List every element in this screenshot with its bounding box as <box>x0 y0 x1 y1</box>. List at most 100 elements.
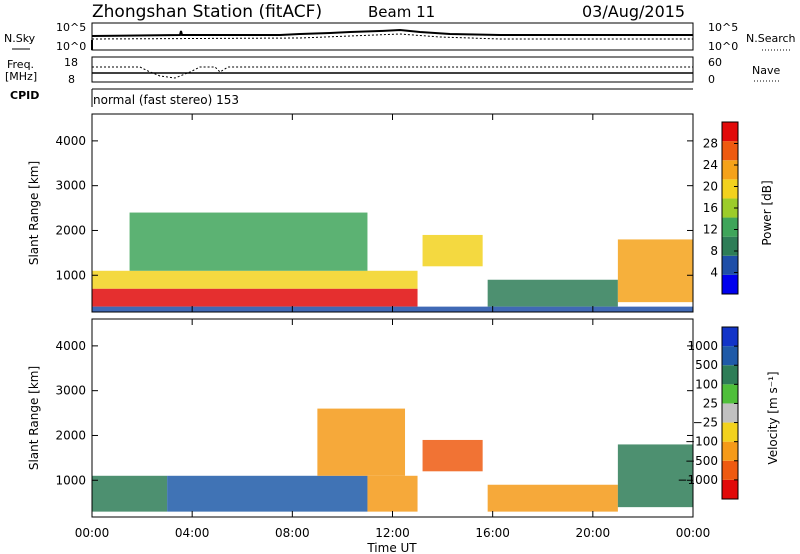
velocity-region <box>167 475 368 512</box>
nsearch-trace <box>91 33 693 40</box>
power-colorbar-tick-label: 28 <box>703 137 718 151</box>
power-ylabel: Slant Range [km] <box>27 161 41 265</box>
power-colorbar-label: Power [dB] <box>760 180 774 245</box>
velocity-colorbar-tick-label: 500 <box>695 358 718 372</box>
velocity-colorbar-tick-label: 25 <box>703 396 718 410</box>
nsky-label: N.Sky <box>4 32 36 45</box>
power-colorbar-swatch <box>722 217 738 237</box>
power-colorbar-tick-label: 16 <box>703 201 718 215</box>
date-label: 03/Aug/2015 <box>582 2 685 21</box>
power-colorbar-swatch <box>722 255 738 275</box>
velocity-colorbar-label: Velocity [m s⁻¹] <box>766 371 780 464</box>
power-colorbar-tick-label: 12 <box>703 223 718 237</box>
velocity-colorbar-swatch <box>722 422 738 442</box>
nave-tick-bottom: 0 <box>708 73 715 86</box>
power-colorbar-tick-label: 8 <box>710 244 718 258</box>
power-colorbar-swatch <box>722 122 738 142</box>
cpid-label: CPID <box>10 89 39 102</box>
velocity-colorbar-swatch <box>722 327 738 347</box>
station-title: Zhongshan Station (fitACF) <box>92 2 322 22</box>
time-tick-label: 20:00 <box>576 526 611 540</box>
velocity-y-tick-label: 4000 <box>55 339 86 353</box>
nave-label: Nave <box>752 64 780 77</box>
velocity-region <box>92 475 168 512</box>
power-region <box>422 234 483 267</box>
velocity-colorbar-tick-label: −500 <box>685 454 718 468</box>
power-data-cells <box>92 212 693 312</box>
power-region <box>617 239 693 303</box>
nsearch-tick-top: 10^5 <box>708 21 738 34</box>
freq-panel-frame <box>91 56 694 83</box>
power-colorbar-tick-label: 4 <box>710 266 718 280</box>
velocity-colorbar-swatch <box>722 479 738 499</box>
velocity-colorbar-tick-label: 100 <box>695 377 718 391</box>
power-region <box>129 212 368 271</box>
freq-label-line2: [MHz] <box>5 70 37 83</box>
velocity-colorbar-tick-label: 1000 <box>687 339 718 353</box>
power-y-ticks: 1000 2000 3000 4000 <box>55 134 693 282</box>
nsearch-label: N.Search <box>746 32 796 45</box>
time-tick-label: 16:00 <box>475 526 510 540</box>
power-region <box>487 279 618 307</box>
nsearch-tick-bottom: 10^0 <box>708 40 738 53</box>
nave-tick-top: 60 <box>708 56 722 69</box>
time-axis-label: Time UT <box>366 541 417 554</box>
power-colorbar-swatch <box>722 274 738 294</box>
nsky-trace <box>91 28 693 50</box>
velocity-region <box>317 408 406 476</box>
power-colorbar-tick-label: 20 <box>703 180 718 194</box>
power-y-tick-label: 4000 <box>55 134 86 148</box>
velocity-data-cells <box>92 408 693 512</box>
velocity-region <box>367 475 418 512</box>
power-y-tick-label: 2000 <box>55 223 86 237</box>
velocity-colorbar-frame <box>721 326 739 500</box>
time-tick-label: 00:00 <box>75 526 110 540</box>
velocity-colorbar-tick-label: −1000 <box>677 473 718 487</box>
velocity-panel: 1000 2000 3000 4000 Slant Range [km] 1000 50… <box>27 318 780 518</box>
velocity-region <box>422 439 483 472</box>
velocity-colorbar-swatch <box>722 403 738 423</box>
velocity-y-tick-label: 1000 <box>55 473 86 487</box>
velocity-colorbar-tick-label: −25 <box>693 416 718 430</box>
nsky-panel-frame <box>91 22 694 51</box>
power-colorbar: 28 24 20 16 12 8 4 <box>703 121 739 295</box>
velocity-colorbar-swatch <box>722 346 738 366</box>
velocity-colorbar-swatch <box>722 384 738 404</box>
cpid-mode-text: normal (fast stereo) 153 <box>93 93 239 107</box>
velocity-region <box>487 484 618 512</box>
power-colorbar-tick-label: 24 <box>703 158 718 172</box>
time-tick-label: 12:00 <box>375 526 410 540</box>
power-y-tick-label: 1000 <box>55 268 86 282</box>
velocity-colorbar-swatch <box>722 460 738 480</box>
power-region <box>92 270 418 289</box>
power-colorbar-swatch <box>722 198 738 218</box>
freq-tick-top: 18 <box>64 56 78 69</box>
velocity-colorbar-swatch <box>722 441 738 461</box>
power-colorbar-swatch <box>722 160 738 180</box>
velocity-colorbar-swatch <box>722 365 738 385</box>
velocity-colorbar-tick-label: −100 <box>685 435 718 449</box>
time-tick-label: 04:00 <box>175 526 210 540</box>
beam-label: Beam 11 <box>368 3 435 21</box>
power-panel: 1000 2000 3000 4000 Slant Range [km] 28 24 20… <box>27 113 774 313</box>
power-colorbar-swatch <box>722 141 738 161</box>
velocity-colorbar: 1000 500 100 25 −25 −100 −500 −1000 <box>677 326 739 500</box>
time-tick-label: 00:00 <box>676 526 711 540</box>
power-colorbar-swatch <box>722 179 738 199</box>
velocity-ylabel: Slant Range [km] <box>27 366 41 470</box>
power-y-tick-label: 3000 <box>55 179 86 193</box>
power-region <box>92 288 418 307</box>
freq-label-line1: Freq. <box>7 58 34 71</box>
time-x-ticks: 00:00 04:00 08:00 12:00 16:00 20:00 00:00 <box>75 114 711 540</box>
velocity-region <box>617 444 693 508</box>
time-tick-label: 08:00 <box>275 526 310 540</box>
nsky-tick-bottom: 10^0 <box>56 40 86 53</box>
velocity-y-tick-label: 2000 <box>55 428 86 442</box>
velocity-y-tick-label: 3000 <box>55 384 86 398</box>
freq-tick-bottom: 8 <box>68 73 75 86</box>
nsky-tick-top: 10^5 <box>56 21 86 34</box>
power-colorbar-swatch <box>722 236 738 256</box>
nave-trace <box>92 66 693 79</box>
velocity-y-ticks: 1000 2000 3000 4000 <box>55 339 693 487</box>
